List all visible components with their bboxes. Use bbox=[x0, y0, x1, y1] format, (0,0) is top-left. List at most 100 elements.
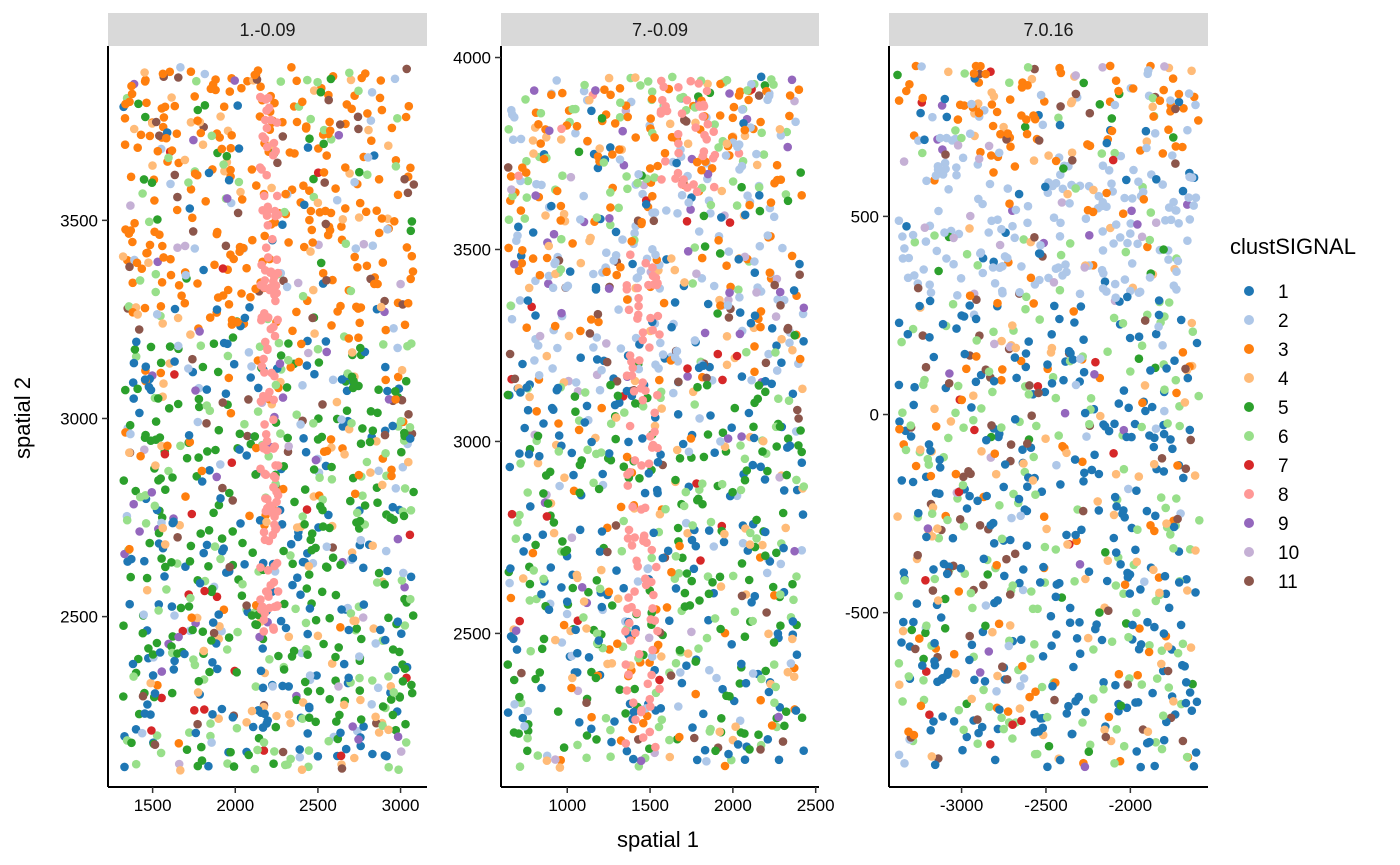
data-point bbox=[1021, 362, 1031, 372]
data-point bbox=[756, 72, 766, 82]
data-point bbox=[261, 243, 271, 252]
data-point bbox=[259, 354, 268, 364]
data-point bbox=[155, 648, 165, 657]
data-point bbox=[613, 639, 622, 648]
data-point bbox=[1128, 620, 1137, 630]
data-point bbox=[756, 117, 765, 127]
data-point bbox=[777, 358, 786, 368]
data-point bbox=[630, 456, 640, 465]
data-point bbox=[710, 120, 719, 129]
data-point bbox=[210, 260, 219, 270]
data-point bbox=[523, 405, 533, 415]
data-point bbox=[761, 387, 770, 397]
data-point bbox=[717, 213, 726, 222]
data-point bbox=[324, 510, 333, 520]
data-point bbox=[986, 740, 995, 749]
data-point bbox=[383, 225, 392, 234]
data-point bbox=[518, 359, 527, 369]
data-point bbox=[635, 474, 644, 483]
data-point bbox=[580, 80, 589, 90]
data-point bbox=[305, 134, 314, 143]
data-point bbox=[752, 160, 762, 170]
data-point bbox=[521, 168, 531, 177]
data-point bbox=[198, 140, 208, 149]
data-point bbox=[554, 419, 563, 428]
data-point bbox=[903, 329, 913, 339]
data-point bbox=[579, 191, 588, 201]
data-point bbox=[517, 258, 527, 268]
legend-key bbox=[1244, 576, 1254, 586]
data-point bbox=[125, 420, 135, 430]
data-point bbox=[218, 264, 228, 273]
data-point bbox=[977, 404, 986, 413]
data-point bbox=[402, 243, 412, 252]
data-point bbox=[762, 608, 771, 617]
data-point bbox=[771, 682, 780, 692]
data-point bbox=[722, 360, 732, 370]
data-point bbox=[600, 85, 609, 94]
data-point bbox=[1149, 565, 1158, 575]
data-point bbox=[281, 623, 291, 633]
data-point bbox=[318, 522, 328, 531]
data-point bbox=[587, 106, 596, 116]
data-point bbox=[653, 279, 662, 288]
data-point bbox=[151, 287, 160, 297]
data-point bbox=[621, 627, 630, 636]
data-point bbox=[1078, 457, 1087, 467]
data-point bbox=[312, 671, 321, 680]
data-point bbox=[722, 261, 731, 271]
data-point bbox=[658, 350, 668, 359]
data-point bbox=[926, 446, 935, 456]
data-point bbox=[166, 254, 175, 264]
data-point bbox=[920, 135, 929, 145]
data-point bbox=[391, 665, 400, 675]
data-point bbox=[321, 206, 330, 216]
data-point bbox=[1181, 364, 1190, 374]
data-point bbox=[206, 731, 215, 741]
data-point bbox=[671, 584, 681, 593]
data-point bbox=[548, 283, 558, 293]
legend-item: 7 bbox=[1244, 456, 1289, 477]
data-point bbox=[584, 587, 593, 597]
data-point bbox=[657, 715, 667, 724]
data-point bbox=[407, 688, 417, 698]
data-point bbox=[176, 766, 185, 775]
data-point bbox=[305, 671, 315, 680]
data-point bbox=[235, 429, 245, 439]
data-point bbox=[170, 101, 180, 111]
data-point bbox=[374, 175, 384, 184]
data-point bbox=[337, 222, 346, 231]
data-point bbox=[601, 713, 611, 723]
data-point bbox=[141, 112, 150, 122]
data-point bbox=[334, 643, 344, 652]
data-point bbox=[273, 158, 282, 168]
data-point bbox=[1049, 213, 1059, 222]
data-point bbox=[710, 448, 719, 458]
data-point bbox=[352, 302, 361, 312]
data-point bbox=[293, 278, 303, 288]
data-point bbox=[279, 546, 288, 556]
data-point bbox=[674, 83, 683, 92]
data-point bbox=[511, 534, 521, 543]
x-tick-label: 1000 bbox=[548, 796, 586, 815]
data-point bbox=[752, 515, 761, 525]
data-point bbox=[778, 737, 788, 746]
data-point bbox=[129, 394, 138, 403]
data-point bbox=[969, 415, 978, 425]
data-point bbox=[298, 97, 307, 107]
data-point bbox=[788, 617, 798, 626]
data-point bbox=[703, 79, 712, 89]
data-point bbox=[666, 671, 676, 680]
data-point bbox=[930, 574, 940, 584]
data-point bbox=[326, 435, 336, 444]
data-point bbox=[1111, 76, 1121, 85]
data-point bbox=[316, 258, 326, 268]
data-point bbox=[602, 248, 611, 257]
data-point bbox=[628, 363, 638, 373]
data-point bbox=[761, 358, 771, 368]
data-point bbox=[525, 596, 535, 605]
data-point bbox=[915, 634, 924, 643]
data-point bbox=[593, 163, 603, 173]
data-point bbox=[580, 388, 590, 397]
data-point bbox=[1007, 513, 1016, 523]
